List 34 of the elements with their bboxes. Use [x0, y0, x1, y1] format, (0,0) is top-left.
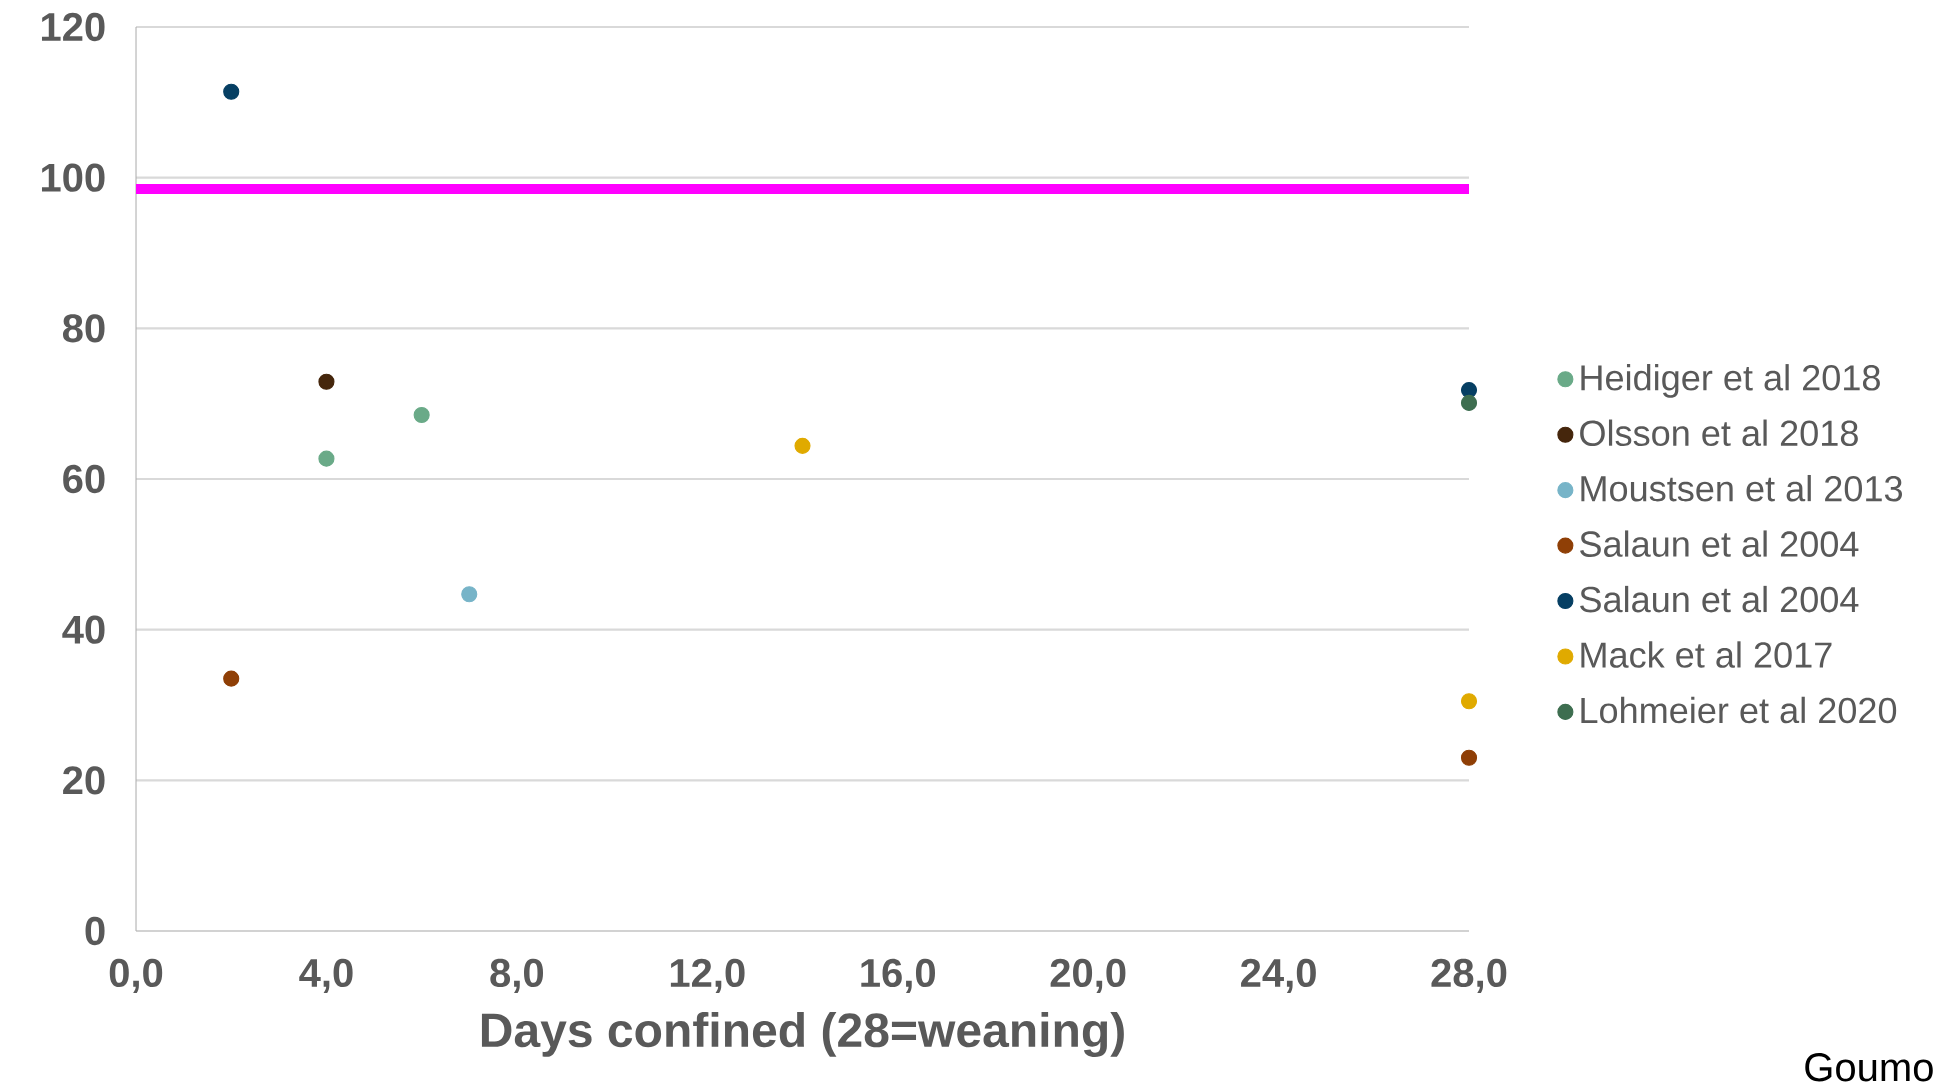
point — [318, 373, 335, 390]
point — [794, 437, 811, 454]
legend-label: Moustsen et al 2013 — [1581, 474, 1903, 502]
y-tick-label: 100 — [41, 163, 105, 192]
y-tick-label: 120 — [41, 12, 105, 42]
y-tick-label: 0 — [85, 916, 105, 946]
legend-label: Heidiger et al 2018 — [1581, 364, 1880, 398]
y-tick-label: 20 — [63, 766, 105, 795]
x-tick-label: 8,0 — [490, 958, 544, 993]
y-tick-label: 60 — [63, 464, 105, 494]
legend-label: Lohmeier et al 2020 — [1581, 696, 1897, 724]
x-tick-label: 4,0 — [299, 958, 353, 993]
point — [1460, 394, 1478, 411]
point — [461, 586, 478, 603]
x-tick-label: 16,0 — [861, 958, 935, 993]
point — [318, 450, 335, 467]
point — [413, 406, 430, 424]
y-tick-label: 40 — [62, 615, 105, 644]
legend-label: Salaun et al 2004 — [1580, 585, 1859, 613]
x-tick-label: 24,0 — [1241, 958, 1316, 993]
y-tick-label: 80 — [62, 314, 105, 343]
x-tick-label: 28,0 — [1431, 958, 1507, 993]
legend-label: Salaun et al 2004 — [1580, 530, 1859, 557]
point — [1460, 693, 1478, 710]
point — [223, 83, 240, 100]
legend-label: Olsson et al 2018 — [1580, 419, 1858, 447]
point — [223, 670, 240, 687]
point — [1460, 749, 1478, 766]
text: Goumo — [1805, 1053, 1933, 1082]
x-tick-label: 0,0 — [109, 958, 163, 993]
x-tick-label: 20,0 — [1050, 958, 1126, 993]
legend-label: Mack et al 2017 — [1581, 641, 1832, 668]
x-tick-label: 12,0 — [670, 958, 745, 993]
x-axis-title: Days confined (28=weaning) — [481, 1012, 1124, 1058]
